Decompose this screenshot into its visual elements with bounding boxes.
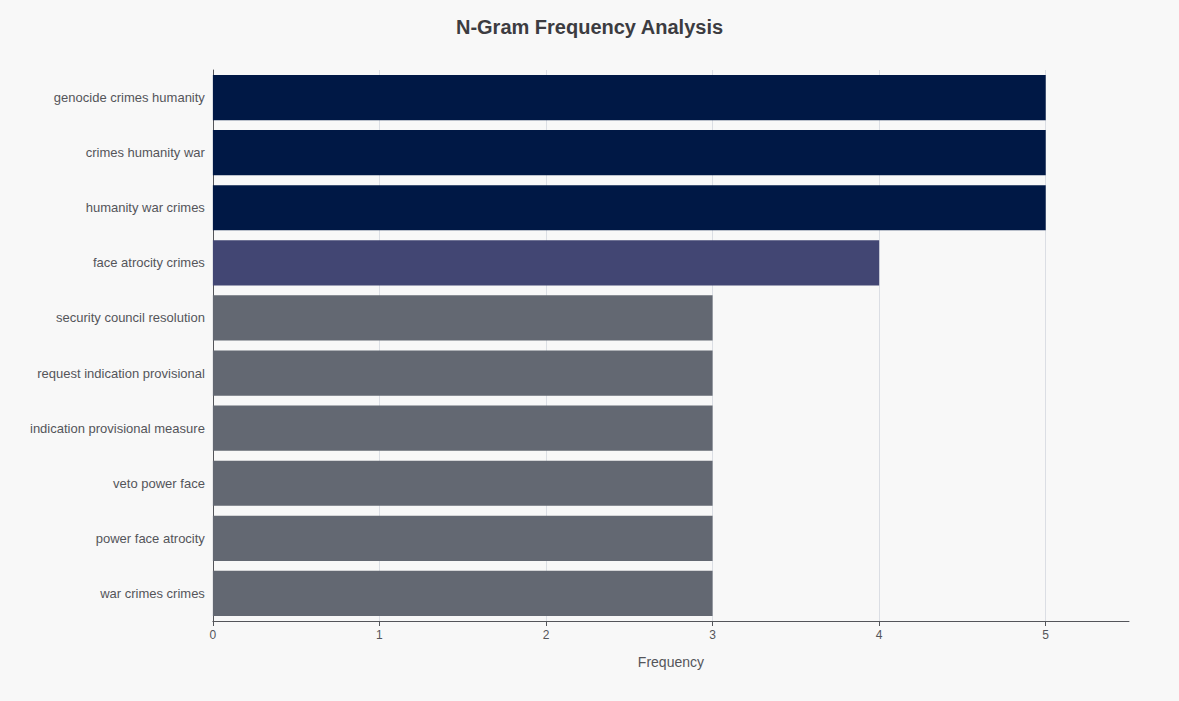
svg-text:request indication provisional: request indication provisional bbox=[37, 366, 205, 381]
svg-text:veto power face: veto power face bbox=[113, 476, 205, 491]
svg-text:indication provisional measure: indication provisional measure bbox=[30, 421, 205, 436]
svg-text:1: 1 bbox=[376, 628, 383, 642]
svg-text:5: 5 bbox=[1042, 628, 1049, 642]
svg-text:power face atrocity: power face atrocity bbox=[96, 531, 206, 546]
svg-text:N-Gram Frequency Analysis: N-Gram Frequency Analysis bbox=[456, 16, 723, 38]
svg-text:3: 3 bbox=[709, 628, 716, 642]
svg-text:crimes humanity war: crimes humanity war bbox=[86, 145, 206, 160]
svg-text:2: 2 bbox=[543, 628, 550, 642]
svg-text:humanity war crimes: humanity war crimes bbox=[86, 200, 206, 215]
svg-text:4: 4 bbox=[876, 628, 883, 642]
svg-text:security council resolution: security council resolution bbox=[56, 310, 205, 325]
svg-text:Frequency: Frequency bbox=[638, 654, 704, 670]
svg-text:0: 0 bbox=[210, 628, 217, 642]
svg-text:genocide crimes humanity: genocide crimes humanity bbox=[54, 90, 206, 105]
svg-text:war crimes crimes: war crimes crimes bbox=[99, 586, 205, 601]
svg-text:face atrocity crimes: face atrocity crimes bbox=[93, 255, 205, 270]
